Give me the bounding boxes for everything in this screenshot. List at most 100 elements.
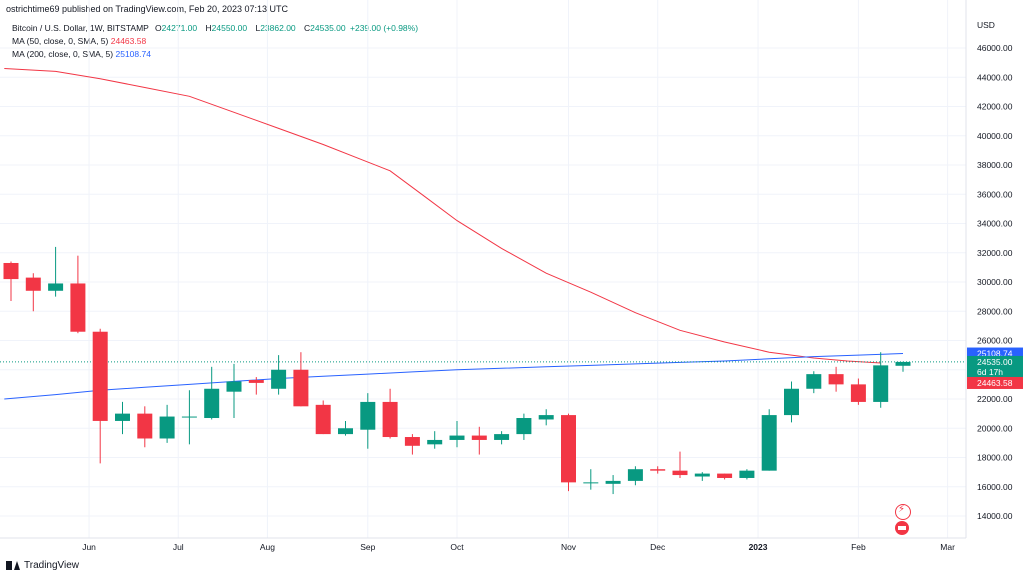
candle[interactable]	[293, 352, 309, 407]
candle[interactable]	[538, 409, 554, 426]
candle[interactable]	[784, 381, 799, 423]
candle[interactable]	[717, 473, 733, 480]
candle-body	[25, 277, 41, 291]
chart-legend: Bitcoin / U.S. Dollar, 1W, BITSTAMP O242…	[12, 22, 420, 61]
candle[interactable]	[650, 466, 666, 474]
low-label: L	[255, 23, 261, 33]
chart-attribution: ostrichtime69 published on TradingView.c…	[6, 4, 288, 14]
candle-body	[627, 469, 643, 481]
candle-body	[3, 262, 19, 280]
candle[interactable]	[360, 393, 376, 449]
candle[interactable]	[627, 466, 643, 486]
price-tick-label: 18000.00	[977, 453, 1013, 463]
candle-body	[48, 283, 64, 291]
candle[interactable]	[115, 401, 130, 435]
candle[interactable]	[204, 366, 220, 420]
ma200-price-tag-text: 25108.74	[977, 349, 1013, 359]
time-tick-label: Nov	[561, 542, 577, 552]
price-tick-label: 26000.00	[977, 336, 1013, 346]
candle-body	[828, 374, 844, 385]
candle-body	[761, 415, 777, 471]
candle[interactable]	[92, 328, 108, 464]
candle[interactable]	[494, 431, 510, 445]
candle[interactable]	[873, 352, 889, 408]
candle[interactable]	[828, 366, 844, 392]
candle[interactable]	[315, 400, 331, 435]
candle[interactable]	[895, 361, 911, 372]
candle-body	[672, 470, 688, 476]
price-axis-ticks: 14000.00 16000.00 18000.00 20000.00 22000.00…	[977, 43, 1013, 521]
candle-body	[315, 404, 331, 435]
candle-body	[360, 401, 376, 430]
candle[interactable]	[137, 406, 153, 448]
change-value: +239.00 (+0.98%)	[350, 23, 419, 33]
time-tick-label: Jun	[82, 542, 96, 552]
price-tick-label: 44000.00	[977, 72, 1013, 82]
candle[interactable]	[70, 255, 86, 334]
candle-body	[739, 470, 755, 478]
candle[interactable]	[561, 413, 576, 492]
candle[interactable]	[271, 355, 287, 395]
candle-body	[784, 388, 799, 416]
candle-body	[717, 473, 733, 478]
candle-body	[449, 435, 465, 440]
price-tick-label: 32000.00	[977, 248, 1013, 258]
candle-body	[404, 437, 420, 446]
candle[interactable]	[583, 469, 599, 490]
candle-body	[516, 418, 532, 435]
flash-icon[interactable]	[895, 504, 911, 520]
candle[interactable]	[516, 413, 532, 440]
candle[interactable]	[449, 420, 465, 448]
chart-grid	[0, 0, 966, 538]
low-value: 23862.00	[260, 23, 296, 33]
time-tick-label: Sep	[360, 542, 375, 552]
ma50-price-tag-text: 24463.58	[977, 378, 1013, 388]
candle[interactable]	[382, 388, 398, 439]
candle[interactable]	[404, 434, 420, 455]
candle-body	[895, 361, 911, 366]
candle[interactable]	[672, 451, 688, 478]
candle[interactable]	[25, 273, 41, 312]
candle[interactable]	[694, 472, 710, 481]
candle[interactable]	[248, 377, 264, 395]
candle[interactable]	[605, 475, 621, 495]
tradingview-logo[interactable]: TradingView	[6, 560, 79, 571]
candle-body	[538, 415, 554, 420]
price-tick-label: 16000.00	[977, 482, 1013, 492]
candle[interactable]	[850, 378, 866, 405]
candle[interactable]	[181, 390, 197, 445]
price-tick-label: 20000.00	[977, 423, 1013, 433]
open-label: O	[155, 23, 162, 33]
candle[interactable]	[226, 363, 242, 419]
us-flag-icon[interactable]	[895, 521, 909, 535]
ma50-price-tag: 24463.58	[967, 376, 1023, 389]
close-value: 24535.00	[310, 23, 346, 33]
candle-body	[115, 413, 130, 421]
time-tick-label: Oct	[450, 542, 464, 552]
candle[interactable]	[761, 409, 777, 471]
currency-label: USD	[977, 20, 995, 30]
candle[interactable]	[806, 371, 822, 394]
last-price-tag-text: 6d 17h	[977, 367, 1003, 377]
legend-ma200-row[interactable]: MA (200, close, 0, SMA, 5) 25108.74	[12, 48, 420, 61]
high-value: 24550.00	[211, 23, 248, 33]
candle[interactable]	[338, 420, 353, 436]
symbol-title[interactable]: Bitcoin / U.S. Dollar, 1W, BITSTAMP	[12, 23, 149, 33]
candle-body	[494, 434, 510, 440]
ma50-label: MA (50, close, 0, SMA, 5)	[12, 36, 109, 46]
candle-body	[650, 469, 666, 471]
candle[interactable]	[739, 469, 755, 480]
legend-ma50-row[interactable]: MA (50, close, 0, SMA, 5) 24463.58	[12, 35, 420, 48]
candle-body	[427, 439, 443, 445]
candle[interactable]	[427, 431, 443, 449]
candle-body	[70, 283, 86, 332]
candle[interactable]	[471, 426, 487, 455]
candle-body	[293, 369, 309, 407]
candle[interactable]	[48, 246, 64, 297]
candle[interactable]	[3, 261, 19, 302]
time-tick-label: Mar	[940, 542, 955, 552]
ma50-price-tag-bg	[967, 376, 1023, 389]
ma200-label: MA (200, close, 0, SMA, 5)	[12, 49, 114, 59]
candle[interactable]	[159, 404, 175, 443]
